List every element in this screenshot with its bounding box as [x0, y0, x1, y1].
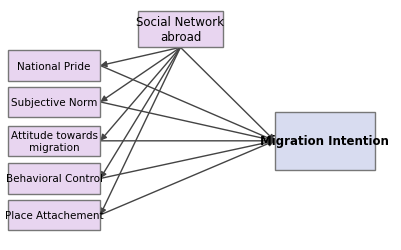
Text: Attitude towards
migration: Attitude towards migration — [11, 130, 97, 152]
FancyBboxPatch shape — [275, 112, 375, 170]
FancyBboxPatch shape — [8, 126, 100, 156]
FancyBboxPatch shape — [8, 51, 100, 81]
Text: Behavioral Control: Behavioral Control — [6, 174, 103, 184]
Text: Place Attachement: Place Attachement — [5, 210, 103, 220]
Text: Migration Intention: Migration Intention — [260, 135, 389, 148]
FancyBboxPatch shape — [8, 200, 100, 230]
Text: National Pride: National Pride — [18, 61, 91, 71]
FancyBboxPatch shape — [8, 88, 100, 118]
Text: Social Network
abroad: Social Network abroad — [136, 16, 225, 44]
FancyBboxPatch shape — [8, 164, 100, 194]
FancyBboxPatch shape — [138, 12, 223, 48]
Text: Subjective Norm: Subjective Norm — [11, 98, 97, 108]
